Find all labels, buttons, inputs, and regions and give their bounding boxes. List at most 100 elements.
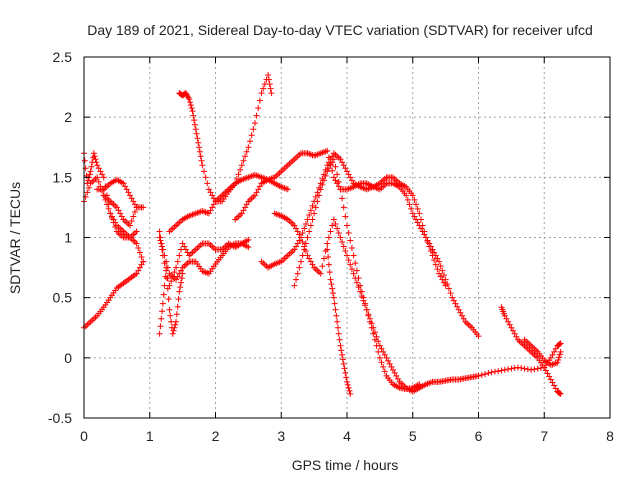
data-point	[158, 315, 165, 322]
data-point	[190, 112, 197, 119]
data-point	[200, 168, 207, 175]
data-point	[169, 330, 176, 337]
data-point	[120, 180, 127, 187]
data-point	[299, 252, 306, 259]
data-point	[368, 324, 375, 331]
data-point	[344, 378, 350, 385]
data-point	[531, 366, 538, 373]
data-point	[174, 303, 181, 310]
data-point	[414, 219, 421, 226]
data-point	[317, 186, 324, 193]
data-point	[524, 366, 531, 373]
x-tick-label: 8	[606, 428, 614, 444]
data-point	[207, 207, 214, 214]
data-point	[256, 97, 263, 104]
data-point	[436, 270, 443, 277]
data-point	[342, 248, 349, 255]
series-trace-c	[81, 174, 147, 229]
data-point	[403, 192, 410, 199]
data-point	[345, 229, 352, 236]
data-point	[544, 370, 551, 377]
data-point	[547, 354, 554, 361]
data-point	[100, 192, 107, 199]
data-point	[330, 216, 337, 223]
data-point	[327, 162, 334, 169]
data-point	[416, 381, 423, 388]
data-point	[551, 348, 558, 355]
data-point	[429, 252, 436, 259]
data-point	[294, 228, 301, 235]
data-point	[296, 264, 303, 271]
data-point	[386, 360, 393, 367]
data-point	[94, 174, 101, 181]
data-point	[250, 126, 257, 133]
data-point	[556, 340, 563, 347]
data-point	[352, 260, 359, 267]
x-tick-label: 2	[212, 428, 220, 444]
data-point	[404, 196, 411, 203]
data-point	[104, 201, 111, 208]
data-point	[267, 85, 274, 92]
data-point	[171, 269, 178, 276]
data-point	[122, 183, 129, 190]
y-axis-label: SDTVAR / TECUs	[7, 182, 23, 294]
series-trace-p	[498, 304, 564, 397]
data-point	[238, 162, 245, 169]
data-point	[518, 365, 525, 372]
data-point	[348, 177, 355, 184]
data-point	[437, 273, 444, 280]
data-point	[157, 323, 164, 330]
data-point	[192, 126, 199, 133]
data-point	[209, 204, 216, 211]
data-point	[179, 240, 186, 247]
data-point	[133, 270, 140, 277]
data-point	[342, 165, 349, 172]
data-series	[81, 72, 564, 397]
data-point	[408, 205, 415, 212]
data-point	[247, 138, 254, 145]
data-point	[177, 284, 184, 291]
data-point	[343, 374, 350, 381]
data-point	[339, 356, 346, 363]
data-point	[324, 147, 331, 154]
data-point	[344, 168, 350, 175]
data-point	[365, 312, 372, 319]
data-point	[383, 354, 390, 361]
data-point	[409, 210, 416, 217]
data-point	[334, 171, 341, 178]
data-point	[511, 365, 518, 372]
data-point	[128, 217, 135, 224]
data-point	[394, 375, 401, 382]
data-point	[85, 177, 92, 184]
data-point	[128, 195, 135, 202]
data-point	[205, 186, 212, 193]
data-point	[266, 81, 273, 88]
data-point	[307, 222, 314, 229]
data-point	[449, 294, 456, 301]
data-point	[417, 225, 424, 232]
data-point	[123, 186, 130, 193]
data-point	[344, 222, 350, 229]
data-point	[237, 166, 244, 173]
data-point	[130, 213, 137, 220]
data-point	[127, 222, 134, 229]
y-tick-label: 1	[64, 230, 72, 246]
data-point	[86, 171, 93, 178]
data-point	[172, 321, 179, 328]
data-point	[324, 240, 331, 247]
data-point	[233, 175, 240, 182]
data-point	[165, 296, 172, 303]
data-point	[328, 281, 335, 288]
data-point	[554, 359, 561, 366]
data-point	[557, 390, 564, 397]
data-point	[260, 85, 267, 92]
data-point	[113, 204, 120, 211]
y-tick-label: -0.5	[48, 410, 72, 426]
data-point	[345, 384, 352, 391]
data-point	[91, 153, 98, 160]
data-point	[353, 279, 360, 286]
data-point	[193, 130, 200, 137]
data-point	[542, 367, 549, 374]
data-point	[347, 261, 354, 268]
data-point	[332, 177, 339, 184]
